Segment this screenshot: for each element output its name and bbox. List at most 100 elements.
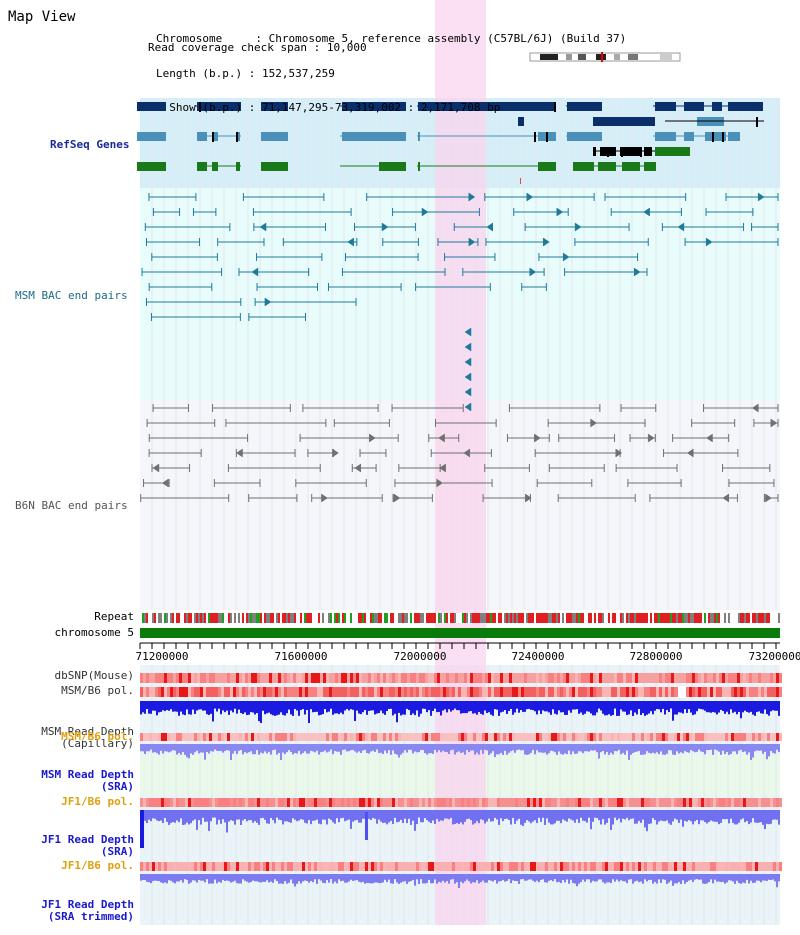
read-depth-bar	[556, 810, 558, 821]
track-label-msm-bac[interactable]: MSM BAC end pairs	[15, 289, 128, 302]
read-depth-bar	[296, 874, 298, 884]
read-depth-bar	[470, 701, 472, 712]
read-depth-bar	[600, 701, 602, 711]
read-depth-bar	[248, 874, 250, 883]
repeat-segment	[734, 613, 736, 623]
read-depth-bar	[670, 810, 672, 825]
repeat-segment	[466, 613, 468, 623]
read-depth-bar	[342, 874, 344, 881]
read-depth-bar	[480, 874, 482, 883]
pol-band-segment	[518, 798, 521, 807]
pol-band-segment	[647, 862, 650, 871]
pol-band-segment	[482, 673, 485, 683]
repeat-segment	[562, 613, 564, 623]
read-depth-bar	[340, 874, 342, 882]
read-depth-bar	[768, 701, 770, 716]
read-depth-bar	[706, 874, 708, 884]
pol-band-segment	[734, 862, 737, 871]
read-depth-bar	[244, 810, 246, 820]
gene-exon	[573, 162, 594, 171]
bac-end-arrow	[686, 448, 694, 458]
read-depth-bar	[194, 874, 196, 881]
pol-band-segment	[590, 733, 593, 741]
track-label-refseq[interactable]: RefSeq Genes	[50, 138, 130, 151]
pol-band-segment	[620, 798, 623, 807]
pol-band-segment	[254, 673, 257, 683]
read-depth-bar	[506, 701, 508, 714]
read-depth-bar	[570, 810, 572, 820]
pol-band-segment	[419, 862, 422, 871]
read-depth-bar	[470, 874, 472, 884]
pol-band-segment	[779, 862, 782, 871]
pol-band-segment	[143, 733, 146, 741]
pol-band-segment	[755, 798, 758, 807]
pol-band-segment	[425, 733, 428, 741]
read-depth-bar	[388, 874, 390, 880]
pol-band-segment	[386, 862, 389, 871]
read-depth-bar	[602, 701, 604, 714]
read-depth-bar	[738, 744, 740, 751]
repeat-segment	[426, 613, 428, 623]
pol-band-segment	[746, 862, 749, 871]
read-depth-bar	[224, 810, 226, 823]
pol-band-segment	[623, 687, 626, 697]
pol-band-segment	[722, 687, 725, 697]
pol-band-segment	[578, 862, 581, 871]
read-depth-bar	[744, 810, 746, 823]
read-depth-bar	[346, 701, 348, 710]
pol-band-segment	[215, 673, 218, 683]
read-depth-bar	[502, 744, 504, 755]
read-depth-bar	[326, 701, 328, 713]
pol-band-segment	[176, 798, 179, 807]
pol-band-segment	[179, 687, 182, 697]
read-depth-bar	[576, 874, 578, 887]
pol-band-segment	[245, 862, 248, 871]
read-depth-bar	[328, 810, 330, 819]
read-depth-bar	[478, 701, 480, 712]
chromosome-bar	[140, 628, 780, 638]
pol-band-segment	[455, 687, 458, 697]
pol-band-segment	[407, 673, 410, 683]
pol-band-segment	[626, 798, 629, 807]
pol-band-segment	[182, 687, 185, 697]
read-depth-bar	[148, 874, 150, 883]
pol-band-segment	[341, 733, 344, 741]
read-depth-bar	[204, 701, 206, 711]
read-depth-bar	[212, 874, 214, 884]
read-depth-bar	[516, 744, 518, 751]
read-depth-bar	[742, 701, 744, 713]
repeat-segment	[438, 613, 440, 623]
pol-band-segment	[506, 733, 509, 741]
pol-band-segment	[557, 862, 560, 871]
repeat-segment	[774, 613, 776, 623]
read-depth-bar	[536, 874, 538, 881]
read-depth-bar	[766, 874, 768, 881]
read-depth-bar	[650, 744, 652, 754]
pol-band-segment	[725, 673, 728, 683]
read-depth-bar	[210, 744, 212, 752]
gene-exon	[197, 132, 207, 141]
repeat-segment	[298, 613, 300, 623]
gene-exon-tick	[236, 132, 238, 142]
read-depth-bar	[630, 701, 632, 711]
read-depth-bar	[718, 744, 720, 752]
pol-band-segment	[362, 673, 365, 683]
repeat-segment	[392, 613, 394, 623]
pol-band-segment	[563, 798, 566, 807]
pol-band-segment	[245, 673, 248, 683]
repeat-segment	[316, 613, 318, 623]
repeat-segment	[676, 613, 678, 623]
read-depth-bar	[752, 874, 754, 883]
pol-band-segment	[374, 862, 377, 871]
pol-band-segment	[674, 687, 677, 697]
read-depth-bar	[268, 810, 270, 824]
track-label-b6n-bac[interactable]: B6N BAC end pairs	[15, 499, 128, 512]
read-depth-bar	[608, 810, 610, 819]
read-depth-bar	[302, 701, 304, 710]
read-depth-bar	[448, 810, 450, 820]
read-depth-bar	[726, 744, 728, 752]
pol-band-segment	[614, 687, 617, 697]
read-depth-bar	[726, 874, 728, 883]
read-depth-bar	[342, 701, 344, 715]
